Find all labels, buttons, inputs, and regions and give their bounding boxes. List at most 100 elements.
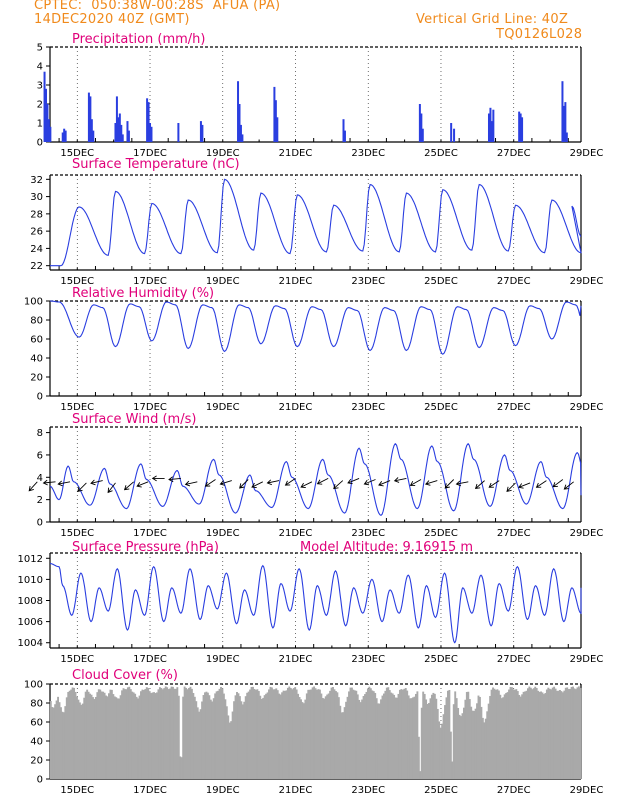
y-tick-label: 40	[30, 354, 43, 365]
precip-bar	[177, 123, 180, 142]
cloud-bar	[486, 711, 489, 779]
cloud-bar	[439, 727, 442, 779]
precip-bar	[115, 96, 118, 142]
cloud-bar	[382, 693, 385, 779]
cloud-bar	[576, 687, 579, 779]
cloud-bar	[172, 686, 174, 779]
cloud-bar	[543, 694, 545, 779]
x-tick-label: 17DEC	[133, 402, 167, 413]
cloud-bar	[55, 700, 58, 779]
cloud-bar	[454, 691, 457, 779]
cloud-bar	[308, 689, 311, 779]
cloud-bar	[337, 697, 340, 779]
cloud-bar	[151, 692, 154, 779]
cloud-bar	[150, 693, 153, 779]
wind-vector-arrow	[474, 480, 485, 490]
cloud-bar	[483, 722, 486, 779]
wind-vector-arrow	[518, 482, 531, 489]
cloud-bar	[474, 708, 477, 779]
cloud-bar	[131, 691, 134, 779]
x-tick-label: 21DEC	[279, 654, 313, 665]
wind-vector-arrow	[77, 482, 87, 493]
x-tick-label: 27DEC	[497, 276, 531, 287]
cloud-bar	[422, 691, 425, 779]
cloud-bar	[342, 712, 345, 779]
cloud-bar	[534, 686, 537, 779]
cloud-bar	[461, 713, 464, 779]
precip-bar	[420, 113, 423, 142]
precip-bar	[276, 117, 279, 142]
x-tick-label: 15DEC	[60, 276, 94, 287]
precip-bar	[117, 117, 120, 142]
y-tick-label: 5	[37, 43, 43, 54]
cloud-bar	[129, 689, 132, 779]
cloud-bar	[364, 694, 366, 779]
x-tick-label: 17DEC	[133, 785, 167, 796]
cloud-bar	[116, 698, 119, 779]
y-tick-label: 1006	[18, 617, 43, 628]
cloud-bar	[365, 691, 368, 779]
cloud-bar	[259, 695, 262, 779]
wind-vector-arrow	[28, 481, 38, 492]
cloud-bar	[425, 699, 428, 779]
cloud-bar	[253, 688, 256, 779]
cloud-bar	[260, 698, 263, 779]
wind-vector-arrow	[284, 478, 296, 486]
precip-bar	[90, 119, 93, 142]
cloud-bar	[375, 698, 378, 779]
cloud-bar	[76, 696, 78, 779]
cloud-bar	[505, 692, 508, 779]
cloud-bar	[126, 687, 129, 779]
cloud-bar	[521, 694, 524, 779]
cloud-bar	[77, 699, 80, 779]
cloud-bar	[540, 691, 542, 779]
cloud-bar	[372, 691, 375, 779]
cloud-bar	[444, 705, 446, 779]
cloud-bar	[380, 699, 382, 779]
cloud-bar	[294, 687, 297, 779]
y-tick-label: 100	[24, 680, 43, 691]
cloud-bar	[535, 687, 538, 779]
cloud-bar	[285, 690, 288, 779]
cloud-bar	[359, 702, 362, 779]
cloud-bar	[89, 693, 92, 779]
cloud-bar	[304, 699, 307, 779]
y-tick-label: 1012	[18, 554, 43, 565]
cloud-bar	[121, 690, 124, 779]
cloud-bar	[397, 693, 400, 779]
cloud-bar	[68, 690, 71, 779]
cloud-bar	[115, 697, 118, 779]
cloud-bar	[64, 706, 67, 779]
cloud-bar	[478, 696, 481, 779]
cloud-bar	[451, 761, 454, 779]
cloud-bar	[153, 692, 156, 779]
cloud-bar	[537, 690, 540, 779]
cloud-bar	[412, 697, 414, 779]
cloud-bar	[240, 701, 243, 779]
cloud-bar	[173, 688, 176, 779]
wind-vector-arrow	[563, 481, 574, 490]
precip-bar	[487, 113, 490, 142]
precip-bar	[147, 102, 150, 142]
wind-vector-arrow	[123, 481, 134, 491]
cloud-bar	[167, 689, 170, 779]
cloud-bar	[246, 692, 249, 779]
cloud-bar	[570, 686, 573, 779]
cloud-bar	[177, 695, 180, 779]
cloud-bar	[225, 706, 228, 779]
precip-bar	[127, 130, 130, 142]
cloud-bar	[209, 699, 212, 779]
precip-bar	[126, 121, 129, 142]
x-tick-label: 27DEC	[497, 148, 531, 159]
cloud-bar	[406, 690, 409, 779]
cloud-bar	[519, 696, 522, 779]
x-tick-label: 23DEC	[351, 276, 385, 287]
cloud-bar	[518, 695, 521, 779]
y-tick-label: 2	[37, 495, 43, 506]
cloud-bar	[265, 693, 268, 779]
cloud-bar	[135, 696, 138, 779]
cloud-bar	[403, 688, 406, 779]
x-tick-label: 23DEC	[351, 654, 385, 665]
x-tick-label: 25DEC	[424, 528, 458, 539]
cloud-bar	[388, 690, 391, 779]
